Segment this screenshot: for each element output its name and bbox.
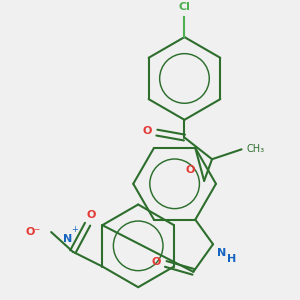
Text: CH₃: CH₃: [247, 144, 265, 154]
Text: O: O: [142, 126, 152, 136]
Text: H: H: [227, 254, 236, 264]
Text: +: +: [71, 225, 78, 234]
Text: O⁻: O⁻: [26, 227, 41, 237]
Text: O: O: [186, 165, 195, 175]
Text: N: N: [217, 248, 226, 258]
Text: Cl: Cl: [178, 2, 190, 11]
Text: O: O: [151, 257, 160, 267]
Text: O: O: [87, 210, 96, 220]
Text: N: N: [63, 234, 73, 244]
